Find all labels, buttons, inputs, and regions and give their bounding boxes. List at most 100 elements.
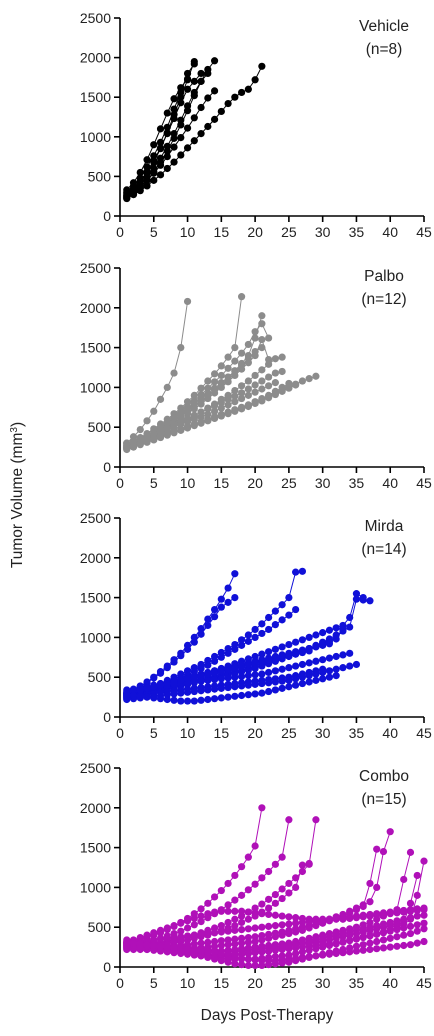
data-point: [204, 948, 212, 956]
data-point: [305, 659, 313, 667]
data-point: [238, 939, 246, 947]
data-point: [129, 691, 138, 700]
data-point: [285, 651, 293, 659]
data-point: [339, 945, 347, 954]
data-point: [129, 437, 138, 445]
data-point: [312, 670, 320, 678]
data-point: [217, 928, 225, 936]
data-point: [123, 445, 131, 453]
data-point: [406, 899, 415, 907]
data-point: [136, 933, 144, 942]
data-point: [238, 404, 246, 412]
data-point: [359, 946, 367, 954]
data-point: [217, 107, 225, 116]
data-point: [305, 672, 313, 680]
data-point: [210, 57, 219, 65]
x-tick-label: 30: [315, 224, 331, 240]
y-tick-label: 1500: [80, 340, 111, 356]
data-point: [265, 953, 273, 962]
data-point: [156, 935, 165, 943]
data-point: [305, 924, 313, 932]
data-point: [129, 442, 138, 450]
data-point: [238, 918, 246, 927]
y-tick-label: 500: [88, 669, 112, 685]
data-point: [298, 955, 306, 963]
data-point: [204, 122, 212, 131]
data-point: [406, 914, 415, 922]
data-point: [244, 853, 252, 861]
data-point: [177, 99, 185, 107]
data-point: [190, 114, 198, 122]
x-tick-label: 15: [214, 475, 230, 491]
data-point: [136, 440, 144, 448]
data-point: [197, 664, 205, 673]
data-point: [251, 690, 259, 698]
x-tick-label: 25: [281, 975, 297, 991]
data-point: [231, 645, 239, 653]
data-point: [319, 656, 327, 664]
data-point: [150, 141, 158, 149]
data-point: [258, 344, 266, 352]
data-point: [156, 942, 165, 950]
data-point: [210, 384, 219, 392]
data-point: [231, 367, 239, 376]
data-point: [325, 941, 334, 950]
data-point: [406, 922, 415, 931]
data-point: [170, 158, 178, 166]
data-point: [271, 654, 279, 662]
data-point: [413, 912, 421, 920]
series-5: [123, 69, 205, 198]
data-point: [346, 914, 354, 923]
data-point: [183, 85, 192, 93]
data-point: [332, 635, 340, 643]
data-point: [305, 937, 313, 946]
data-point: [163, 130, 171, 138]
data-point: [339, 938, 347, 946]
data-point: [332, 940, 340, 948]
data-point: [217, 398, 225, 407]
data-point: [190, 88, 198, 97]
data-point: [197, 905, 205, 913]
data-point: [271, 960, 279, 968]
data-point: [217, 667, 225, 675]
data-point: [312, 657, 320, 665]
x-tick-label: 5: [150, 725, 158, 741]
data-point: [244, 915, 252, 923]
data-point: [332, 672, 340, 680]
data-point: [224, 950, 232, 958]
data-point: [265, 334, 273, 342]
data-point: [332, 931, 340, 939]
data-point: [177, 425, 185, 434]
data-point: [183, 418, 192, 426]
data-point: [325, 654, 334, 662]
data-point: [231, 960, 239, 968]
data-point: [163, 943, 171, 951]
data-point: [271, 953, 279, 961]
data-point: [258, 910, 266, 918]
data-point: [163, 142, 171, 150]
data-point: [278, 353, 286, 361]
data-point: [143, 437, 151, 446]
data-point: [366, 912, 374, 920]
data-point: [210, 908, 219, 916]
data-point: [136, 168, 144, 177]
data-point: [278, 643, 286, 651]
data-point: [413, 906, 421, 915]
data-point: [319, 668, 327, 677]
data-point: [231, 896, 239, 904]
data-point: [420, 911, 428, 919]
data-point: [278, 853, 286, 861]
data-point: [285, 816, 293, 824]
data-point: [123, 691, 131, 699]
data-point: [265, 613, 273, 622]
data-point: [366, 898, 374, 906]
x-tick-label: 35: [349, 975, 365, 991]
data-point: [298, 673, 306, 681]
data-point: [278, 684, 286, 692]
data-point: [210, 605, 219, 614]
data-point: [285, 594, 293, 602]
series-7: [123, 87, 219, 201]
data-point: [224, 683, 232, 692]
x-tick-label: 15: [214, 725, 230, 741]
data-point: [177, 697, 185, 705]
